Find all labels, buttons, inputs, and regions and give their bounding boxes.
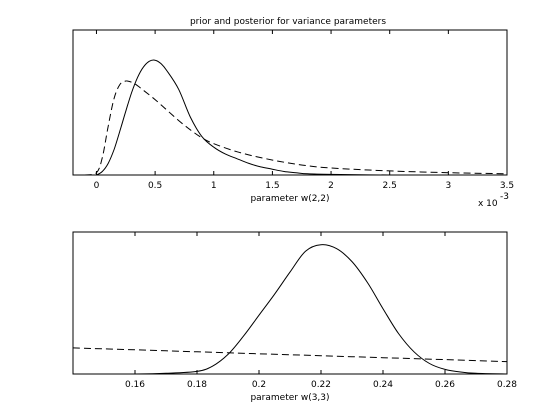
x-tick-label: 0.22 [311, 380, 331, 390]
x-tick-label: 1.5 [265, 181, 279, 191]
x-tick-label: 0.5 [148, 181, 162, 191]
x-exponent-label: x 10 [478, 199, 498, 209]
posterior-density-line [73, 244, 507, 374]
prior-density-line [84, 80, 507, 175]
x-tick-label: 0.18 [187, 380, 207, 390]
x-tick-label: 2 [328, 181, 334, 191]
x-tick-label: 0.2 [252, 380, 266, 390]
x-axis-label: parameter w(2,2) [250, 194, 329, 204]
prior-density-line [73, 347, 507, 363]
posterior-density-line [96, 59, 507, 175]
axes-2: 0.16 0.18 0.2 0.22 0.24 0.26 0.28 parameter w(3… [72, 231, 517, 403]
x-tick-label: 0.28 [497, 380, 517, 390]
axes-1: 0 0.5 1 1.5 2 2.5 3 3.5 parameter w(2,2) x 10-3 [72, 29, 514, 209]
chart-title: prior and posterior for variance paramet… [190, 17, 386, 27]
x-tick-label: 3 [445, 181, 451, 191]
x-tick-label: 3.5 [500, 181, 514, 191]
x-axis-label: parameter w(3,3) [250, 393, 329, 403]
x-exponent-power: -3 [500, 192, 509, 202]
plot-area [72, 231, 508, 375]
x-tick-label: 0.16 [125, 380, 145, 390]
x-tick-label: 2.5 [383, 181, 397, 191]
x-tick-label: 1 [211, 181, 217, 191]
plot-area [72, 29, 508, 176]
x-tick-label: 0 [94, 181, 100, 191]
x-tick-label: 0.26 [435, 380, 455, 390]
x-tick-label: 0.24 [373, 380, 393, 390]
